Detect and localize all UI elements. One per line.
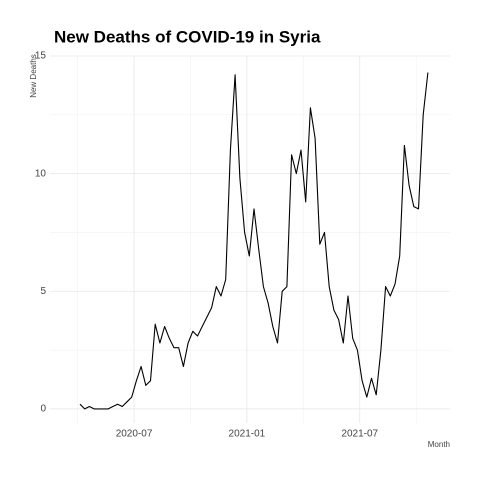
- y-tick-label: 5: [40, 286, 46, 297]
- y-tick-label: 15: [35, 51, 47, 62]
- data-line: [79, 72, 429, 410]
- chart-title: New Deaths of COVID-19 in Syria: [54, 27, 321, 46]
- y-tick-label: 0: [40, 404, 46, 415]
- x-axis-label: Month: [428, 440, 450, 449]
- x-tick-label: 2021-07: [341, 429, 378, 440]
- x-tick-label: 2020-07: [116, 429, 153, 440]
- y-tick-label: 10: [35, 168, 47, 179]
- x-tick-label: 2021-01: [229, 429, 266, 440]
- y-axis-label: New Deaths: [29, 54, 38, 98]
